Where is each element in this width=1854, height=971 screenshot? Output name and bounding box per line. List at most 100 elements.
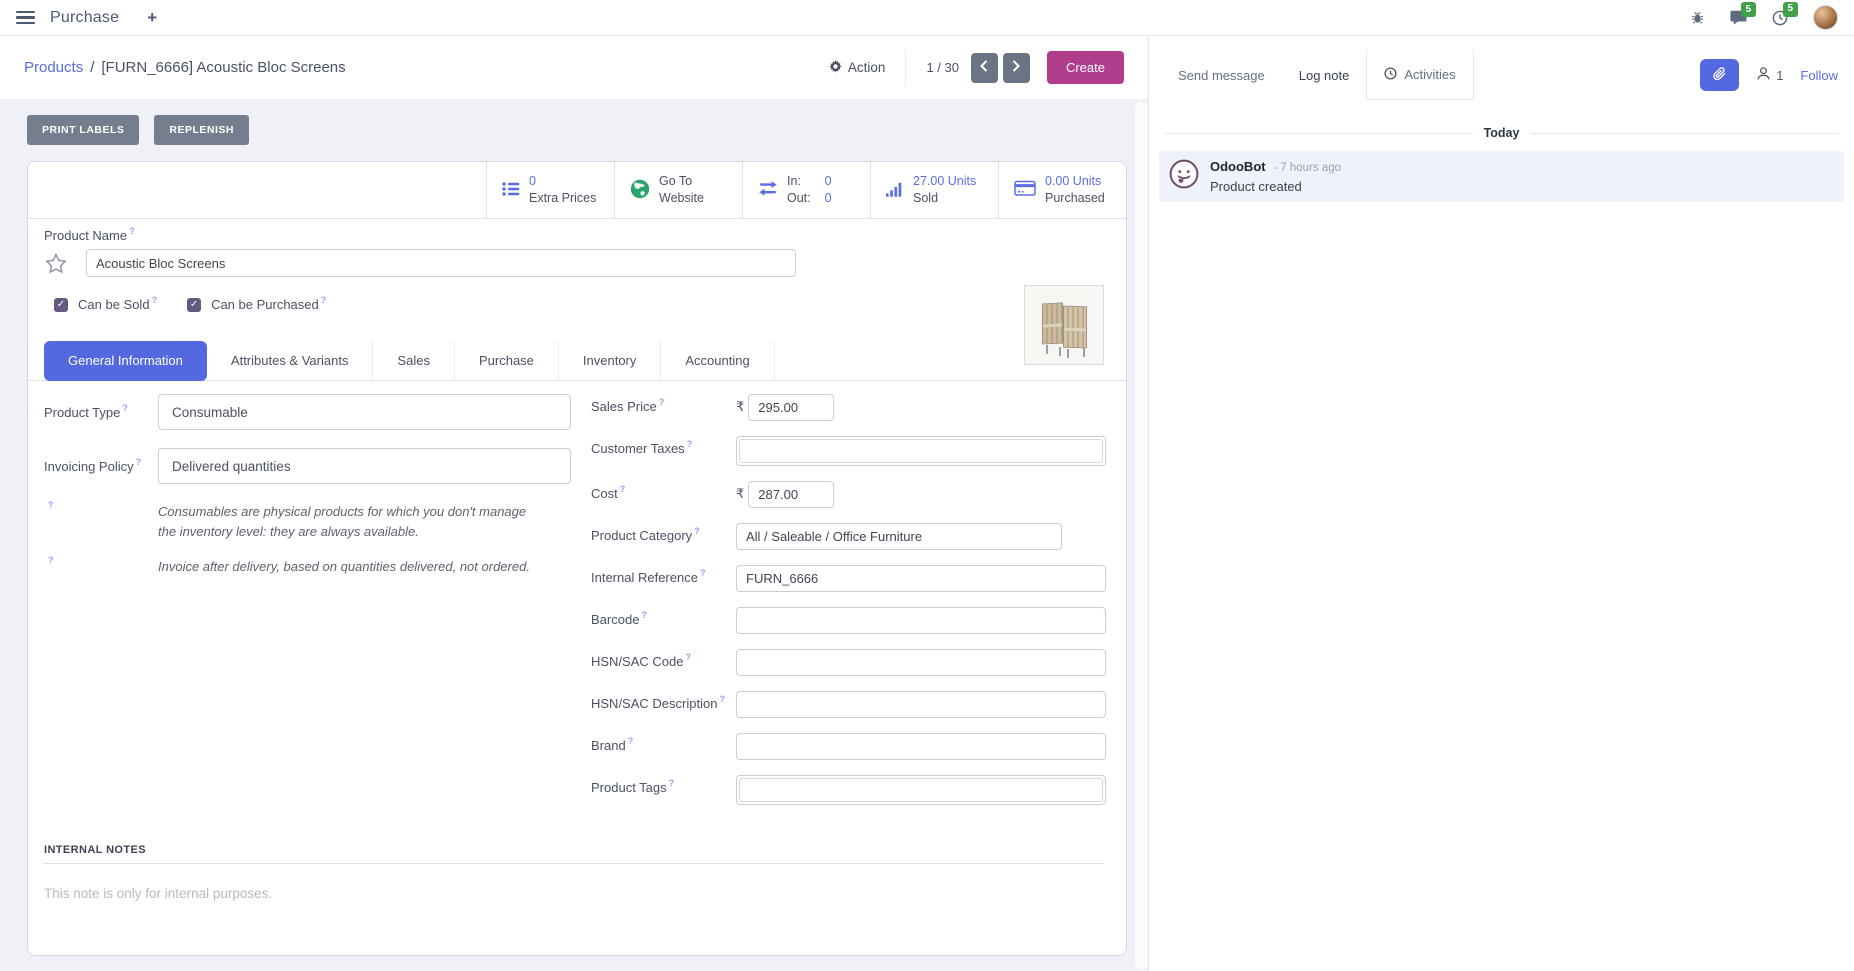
- breadcrumb: Products / [FURN_6666] Acoustic Bloc Scr…: [24, 59, 346, 76]
- customer-taxes-label: Customer Taxes?: [591, 439, 693, 456]
- followers-count: 1: [1776, 67, 1784, 83]
- product-image[interactable]: [1024, 285, 1104, 365]
- sales-price-input[interactable]: [748, 394, 835, 421]
- hsn-description-input[interactable]: [736, 691, 1106, 718]
- currency-symbol: ₹: [736, 486, 745, 501]
- tab-general-information[interactable]: General Information: [44, 341, 207, 381]
- stat-button-extra-prices[interactable]: 0 Extra Prices: [486, 162, 614, 218]
- in-label: In:: [787, 173, 801, 188]
- customer-taxes-tags-input[interactable]: [736, 436, 1106, 466]
- date-divider: Today: [1165, 126, 1839, 140]
- pager-previous-button[interactable]: [970, 52, 998, 83]
- chatter-panel: Send message Log note Activities: [1148, 36, 1854, 971]
- invoicing-help-block: ? Invoice after delivery, based on quant…: [44, 555, 571, 577]
- action-menu-button[interactable]: Action: [829, 59, 886, 76]
- replenish-button[interactable]: Replenish: [154, 115, 250, 145]
- attachments-button[interactable]: [1700, 59, 1740, 91]
- stat-button-moves[interactable]: In: 0 Out: 0: [742, 162, 870, 218]
- product-name-label: Product Name?: [44, 226, 135, 243]
- log-note-button[interactable]: Log note: [1298, 67, 1350, 83]
- field-row-invoicing-policy: Invoicing Policy? Delivered quantities: [44, 448, 571, 484]
- hsn-code-label: HSN/SAC Code?: [591, 652, 691, 669]
- cost-input[interactable]: [748, 481, 835, 508]
- sold-label: Sold: [913, 191, 939, 205]
- consumable-help-block: ? Consumables are physical products for …: [44, 500, 571, 541]
- paperclip-icon: [1712, 66, 1727, 84]
- field-row-cost: Cost? ₹: [591, 481, 1106, 508]
- tab-attributes-variants[interactable]: Attributes & Variants: [207, 341, 374, 380]
- form-sheet: 0 Extra Prices Go To Website: [27, 161, 1127, 956]
- brand-input[interactable]: [736, 733, 1106, 760]
- field-row-product-type: Product Type? Consumable: [44, 394, 571, 430]
- tab-sales[interactable]: Sales: [373, 341, 455, 380]
- follow-button[interactable]: Follow: [1800, 67, 1838, 83]
- app-name[interactable]: Purchase: [50, 8, 120, 26]
- out-value: 0: [824, 191, 832, 205]
- in-value: 0: [824, 173, 832, 188]
- message-author[interactable]: OdooBot: [1210, 159, 1266, 174]
- field-row-barcode: Barcode?: [591, 607, 1106, 634]
- barcode-input[interactable]: [736, 607, 1106, 634]
- product-tags-label: Product Tags?: [591, 778, 675, 795]
- chevron-right-icon: [1012, 60, 1021, 75]
- product-type-select[interactable]: Consumable: [158, 394, 571, 430]
- new-tab-icon[interactable]: +: [147, 8, 158, 27]
- checkbox-checked-icon: ✓: [54, 297, 68, 312]
- tab-accounting[interactable]: Accounting: [661, 341, 775, 380]
- message-body: Product created: [1210, 178, 1302, 194]
- activities-badge: 5: [1783, 1, 1798, 17]
- divider: [905, 49, 907, 86]
- breadcrumb-products-link[interactable]: Products: [24, 59, 84, 76]
- activities-clock-icon[interactable]: 5: [1772, 1, 1798, 26]
- hsn-description-label: HSN/SAC Description?: [591, 694, 725, 711]
- apps-menu-icon[interactable]: [16, 10, 35, 25]
- message-timestamp: - 7 hours ago: [1273, 162, 1341, 174]
- invoicing-help-text: Invoice after delivery, based on quantit…: [158, 559, 530, 574]
- can-be-purchased-checkbox[interactable]: ✓ Can be Purchased?: [187, 295, 326, 312]
- help-indicator: ?: [129, 226, 135, 236]
- internal-reference-input[interactable]: [736, 565, 1106, 592]
- pager-next-button[interactable]: [1002, 52, 1030, 83]
- stat-button-sold[interactable]: 27.00 Units Sold: [870, 162, 998, 218]
- messages-badge: 5: [1741, 2, 1756, 17]
- pricelist-icon: [502, 181, 520, 200]
- can-be-sold-checkbox[interactable]: ✓ Can be Sold?: [54, 295, 157, 312]
- pager-value[interactable]: 1 / 30: [926, 60, 959, 75]
- credit-card-icon: [1014, 180, 1036, 200]
- brand-label: Brand?: [591, 736, 634, 753]
- hsn-code-input[interactable]: [736, 649, 1106, 676]
- product-category-input[interactable]: [736, 523, 1062, 550]
- sales-price-label: Sales Price?: [591, 397, 665, 414]
- schedule-activity-button[interactable]: Activities: [1366, 50, 1474, 100]
- stat-button-go-to-website[interactable]: Go To Website: [614, 162, 742, 218]
- follower-person-icon: [1756, 66, 1771, 84]
- debug-bug-icon[interactable]: [1690, 10, 1705, 25]
- scrollbar-track[interactable]: [1135, 102, 1148, 969]
- purchased-value: 0.00 Units: [1045, 173, 1102, 188]
- globe-icon: [630, 179, 650, 202]
- user-avatar[interactable]: [1813, 5, 1838, 30]
- tab-purchase[interactable]: Purchase: [455, 341, 559, 380]
- messages-icon[interactable]: 5: [1730, 2, 1756, 25]
- print-labels-button[interactable]: Print Labels: [27, 115, 140, 145]
- stat-button-purchased[interactable]: 0.00 Units Purchased: [998, 162, 1126, 218]
- field-row-hsn-code: HSN/SAC Code?: [591, 649, 1106, 676]
- send-message-button[interactable]: Send message: [1178, 67, 1265, 83]
- invoicing-policy-select[interactable]: Delivered quantities: [158, 448, 571, 484]
- cost-label: Cost?: [591, 484, 626, 501]
- favorite-star-icon[interactable]: [45, 252, 67, 274]
- product-name-input[interactable]: [86, 249, 796, 277]
- action-label: Action: [847, 60, 886, 75]
- followers-button[interactable]: 1: [1756, 66, 1783, 84]
- create-button[interactable]: Create: [1046, 51, 1124, 84]
- field-row-customer-taxes: Customer Taxes?: [591, 436, 1106, 466]
- bar-chart-icon: [886, 181, 904, 200]
- stat-button-bar: 0 Extra Prices Go To Website: [28, 162, 1126, 219]
- internal-notes-editor[interactable]: This note is only for internal purposes.: [44, 886, 273, 901]
- gear-icon: [829, 59, 842, 76]
- product-tags-input[interactable]: [736, 775, 1106, 805]
- screen-panel-graphic: [1042, 302, 1063, 345]
- tab-inventory[interactable]: Inventory: [559, 341, 662, 380]
- website-line1: Go To: [659, 173, 693, 188]
- checkbox-checked-icon: ✓: [187, 297, 202, 312]
